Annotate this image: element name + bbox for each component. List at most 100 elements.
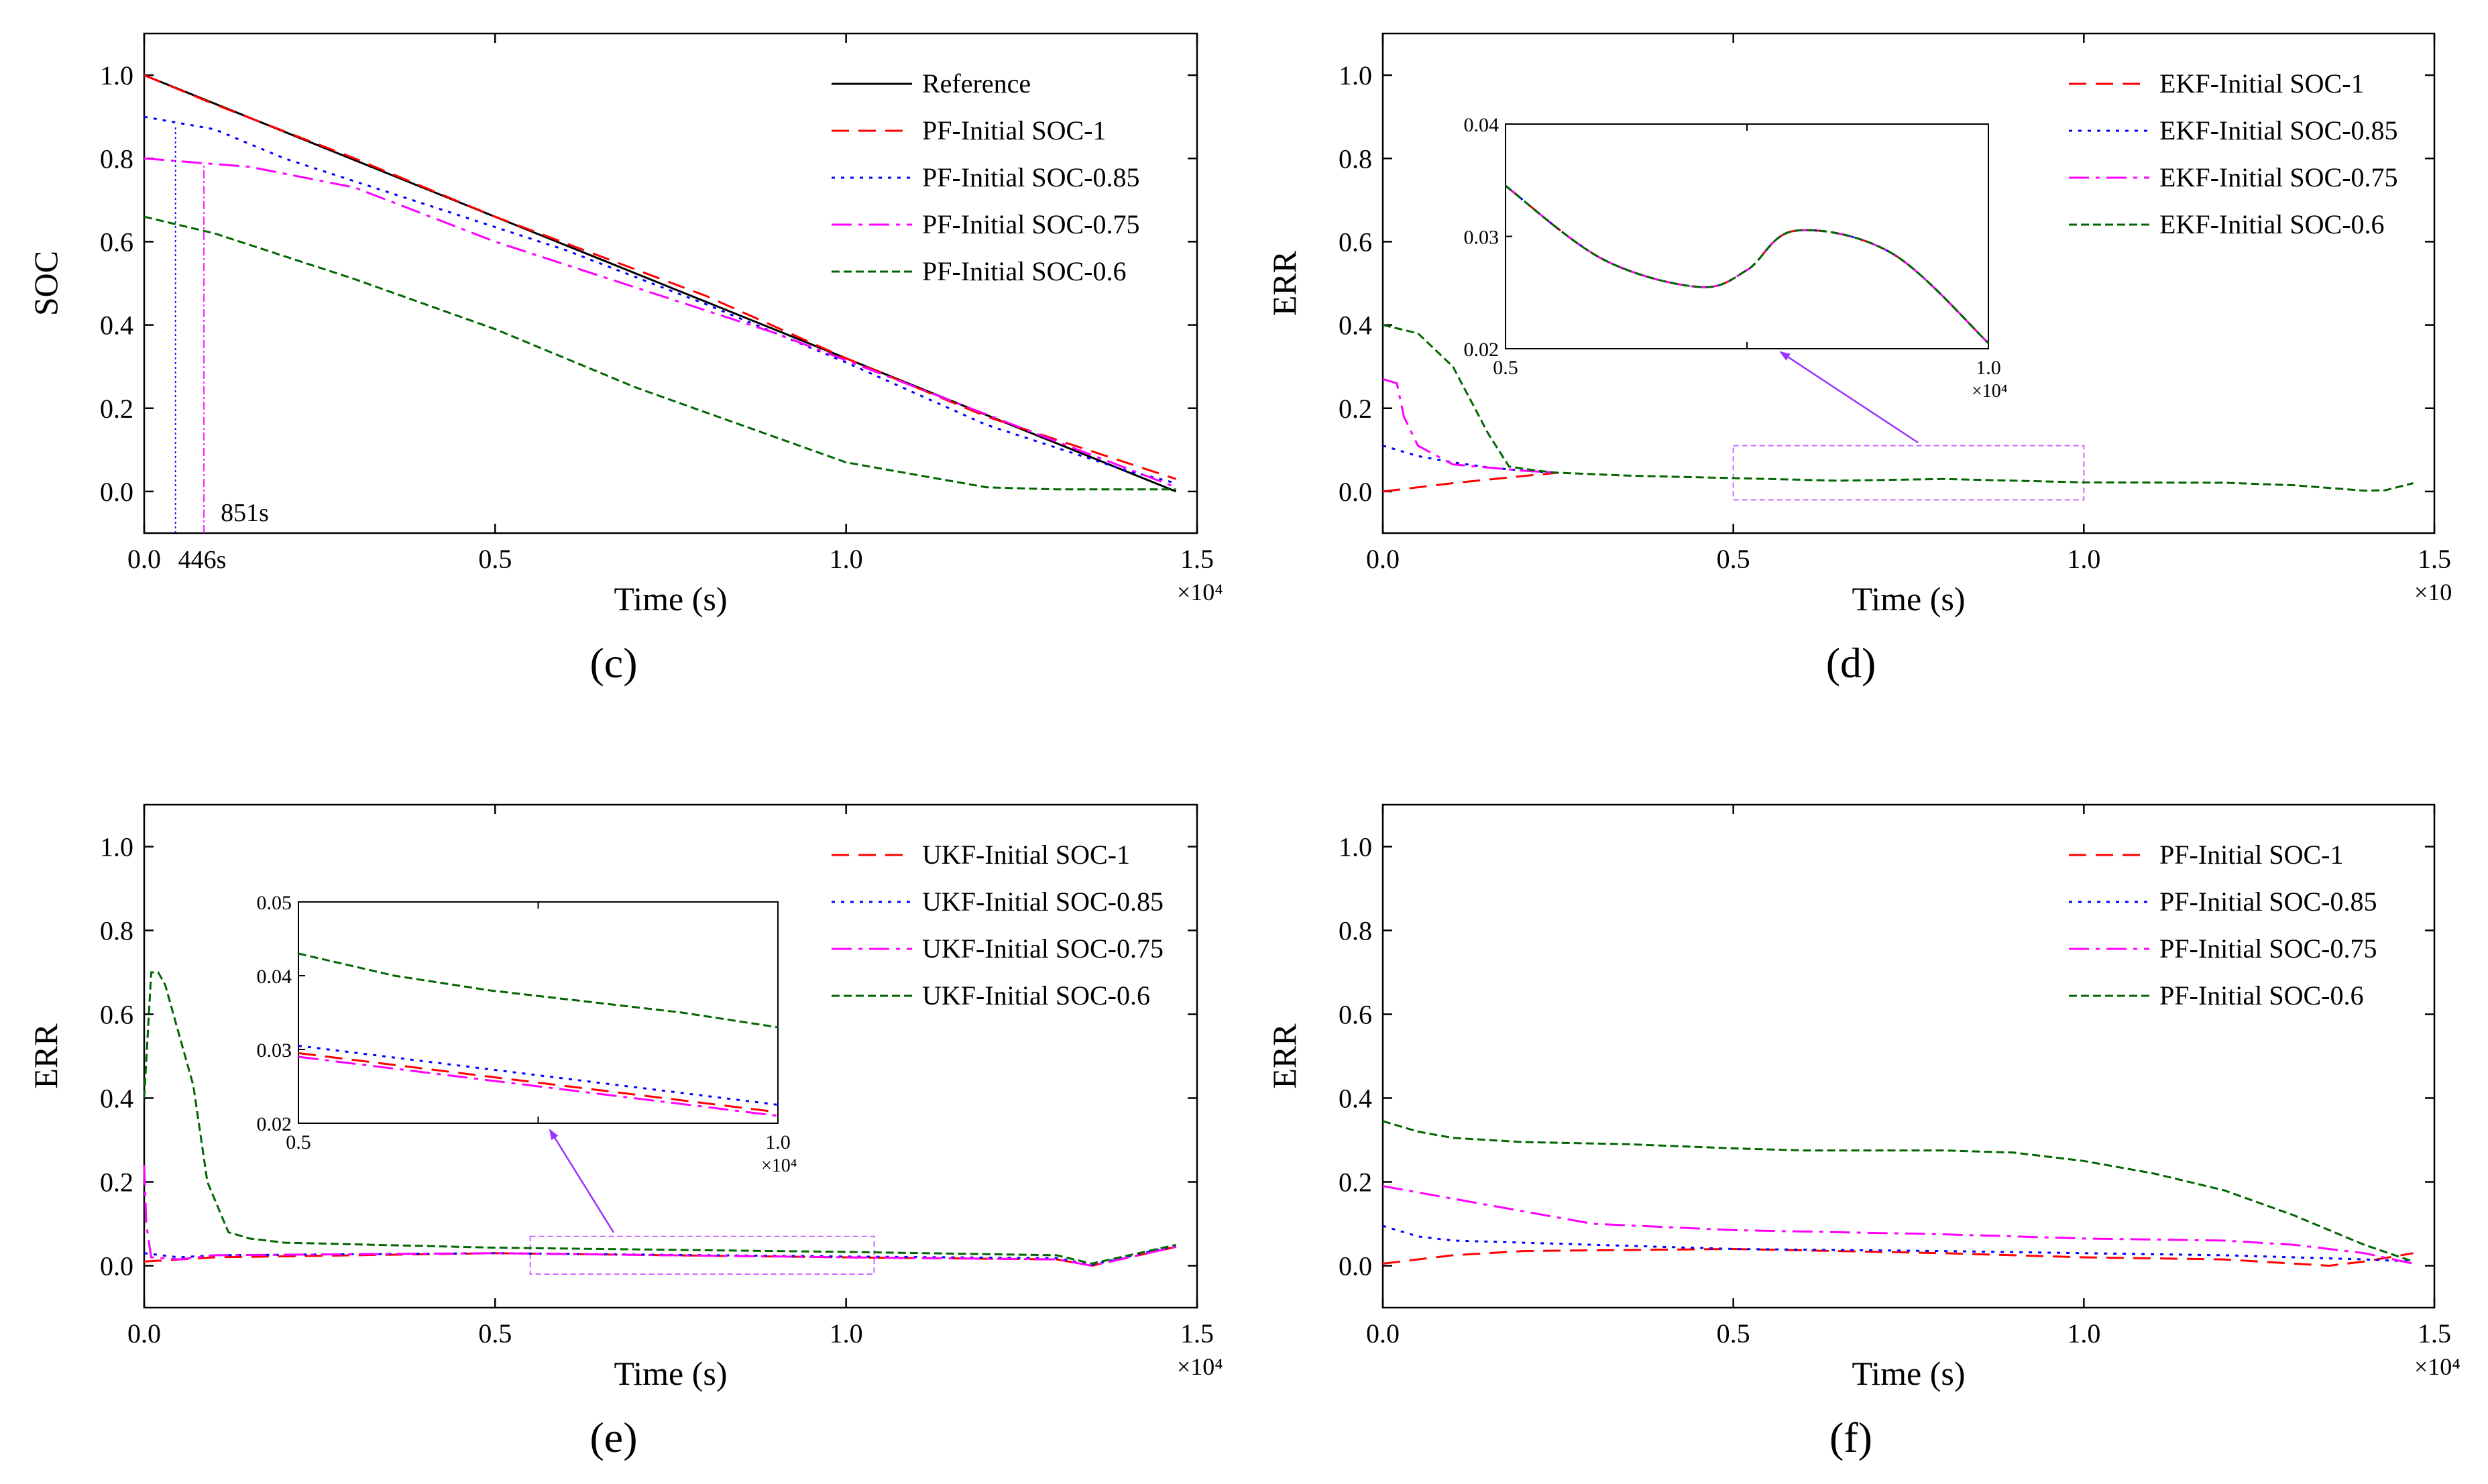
x-multiplier-label: ×10⁴ [1177,1353,1223,1380]
x-tick-label: 1.5 [1180,1318,1214,1349]
panel-label: (c) [589,639,637,687]
series-line-PF-Initial SOC-0.75 [144,157,1177,489]
legend-entry: UKF-Initial SOC-0.85 [922,887,1164,917]
legend-entry: UKF-Initial SOC-1 [922,840,1130,870]
inset-y-tick-label: 0.02 [257,1113,292,1135]
inset-y-tick-label: 0.04 [257,966,292,988]
inset-series-line [298,1055,779,1117]
x-tick-label: 1.5 [2418,544,2451,574]
legend-entry: EKF-Initial SOC-1 [2159,68,2365,99]
inset-series-line [298,952,779,1029]
x-tick-label: 0.5 [478,1318,512,1349]
series-line-PF-Initial SOC-0.75 [1382,1185,2414,1265]
y-tick-label: 0.4 [1339,1084,1372,1114]
inset-x-tick-label: 1.0 [765,1131,791,1153]
y-tick-label: 1.0 [100,832,133,862]
x-axis-label: Time (s) [1852,580,1965,618]
legend-entry: PF-Initial SOC-1 [922,115,1106,146]
y-tick-label: 0.8 [100,916,133,946]
plot-frame [1381,803,2436,1309]
series-line-EKF-Initial SOC-0.75 [1382,378,1559,474]
series-line-PF-Initial SOC-1 [144,74,1177,480]
x-tick-label: 0.5 [1717,1318,1750,1349]
y-tick-label: 0.6 [1339,227,1372,257]
inset-plot: 0.5 1.0 0.02 0.03 0.04 ×10⁴ [1464,114,2008,402]
plot-frame [143,32,1198,534]
legend-entry: UKF-Initial SOC-0.75 [922,933,1164,964]
inset-series-line [298,1052,779,1113]
plot-frame [143,803,1198,1309]
x-multiplier-label: ×10 [2414,579,2452,606]
inset-y-tick-label: 0.04 [1464,114,1500,136]
y-tick-label: 1.0 [1339,60,1372,91]
panel-label: (f) [1829,1414,1872,1461]
inset-y-tick-label: 0.02 [1464,339,1500,361]
inset-x-multiplier: ×10⁴ [761,1155,797,1176]
series-line-EKF-Initial SOC-0.85 [1382,445,1559,474]
x-tick-label: 0.0 [1366,1318,1400,1349]
annotation-label: 851s [221,499,269,527]
x-tick-label: 0.0 [127,544,161,574]
inset-x-multiplier: ×10⁴ [1972,381,2008,402]
x-tick-label: 1.5 [1180,544,1214,574]
y-axis-label: SOC [27,251,64,316]
legend-entry: PF-Initial SOC-0.85 [922,162,1139,192]
y-tick-label: 1.0 [100,60,133,91]
y-tick-label: 0.4 [1339,310,1372,341]
inset-plot: 0.5 1.0 0.02 0.03 0.04 0.05 ×10⁴ [257,892,797,1176]
y-tick-label: 0.0 [100,477,133,507]
y-tick-label: 0.2 [100,394,133,424]
inset-y-tick-label: 0.03 [257,1039,292,1062]
legend-entry: PF-Initial SOC-1 [2159,840,2343,870]
series-line-PF-Initial SOC-0.6 [1382,1120,2414,1263]
y-axis-label: ERR [1265,250,1303,316]
y-tick-label: 0.2 [1339,1167,1372,1198]
legend-entry: EKF-Initial SOC-0.75 [2159,162,2398,192]
y-tick-label: 0.6 [100,227,133,257]
legend-entry: UKF-Initial SOC-0.6 [922,980,1150,1011]
y-axis-label: ERR [27,1023,64,1089]
x-axis-label: Time (s) [614,580,727,618]
inset-frame [298,901,779,1124]
legend-entry: EKF-Initial SOC-0.6 [2159,209,2385,239]
chart-panel-e: 0.0 0.5 1.0 1.5 0.0 0.2 0.4 0.6 0.8 1.0 Time (s) ER… [27,803,1223,1461]
panel-label: (d) [1826,639,1876,687]
x-tick-label: 1.5 [2418,1318,2451,1349]
y-tick-label: 0.6 [1339,1000,1372,1030]
y-tick-label: 1.0 [1339,832,1372,862]
x-multiplier-label: ×10⁴ [1177,579,1223,606]
x-axis-label: Time (s) [614,1355,727,1392]
x-tick-label: 0.5 [1717,544,1750,574]
inset-x-tick-label: 1.0 [1976,357,2001,379]
x-tick-label: 0.0 [127,1318,161,1349]
series-line-PF-Initial SOC-1 [1382,1247,2414,1267]
x-tick-label: 0.5 [478,544,512,574]
legend-entry: PF-Initial SOC-0.6 [922,256,1126,286]
legend-entry: PF-Initial SOC-0.6 [2159,980,2363,1011]
legend-entry: PF-Initial SOC-0.75 [922,209,1139,239]
legend-entry: PF-Initial SOC-0.75 [2159,933,2377,964]
zoom-region-box [529,1235,875,1275]
series-line-EKF-Initial SOC-1 [1382,471,1559,493]
y-tick-label: 0.2 [100,1167,133,1198]
x-tick-label: 1.0 [2067,544,2100,574]
y-tick-label: 0.8 [1339,916,1372,946]
series-line-UKF-Initial SOC-0.75 [143,1165,1176,1267]
series-line-UKF-Initial SOC-0.6 [143,971,1176,1265]
inset-series-line [1505,184,1990,344]
inset-frame [1505,123,1989,349]
x-tick-label: 1.0 [830,544,863,574]
inset-y-tick-label: 0.03 [1464,227,1500,249]
zoom-arrow [549,1129,615,1233]
annotation-label: 446s [178,546,227,574]
chart-panel-d: 0.0 0.5 1.0 1.5 0.0 0.2 0.4 0.6 0.8 1.0 Time (s) ER… [1265,32,2452,687]
y-tick-label: 0.6 [100,1000,133,1030]
y-tick-label: 0.4 [100,1084,133,1114]
y-tick-label: 0.0 [100,1251,133,1281]
x-tick-label: 1.0 [830,1318,863,1349]
plot-frame [1381,32,2436,534]
y-tick-label: 0.0 [1339,1251,1372,1281]
inset-series-line [1505,184,1990,344]
